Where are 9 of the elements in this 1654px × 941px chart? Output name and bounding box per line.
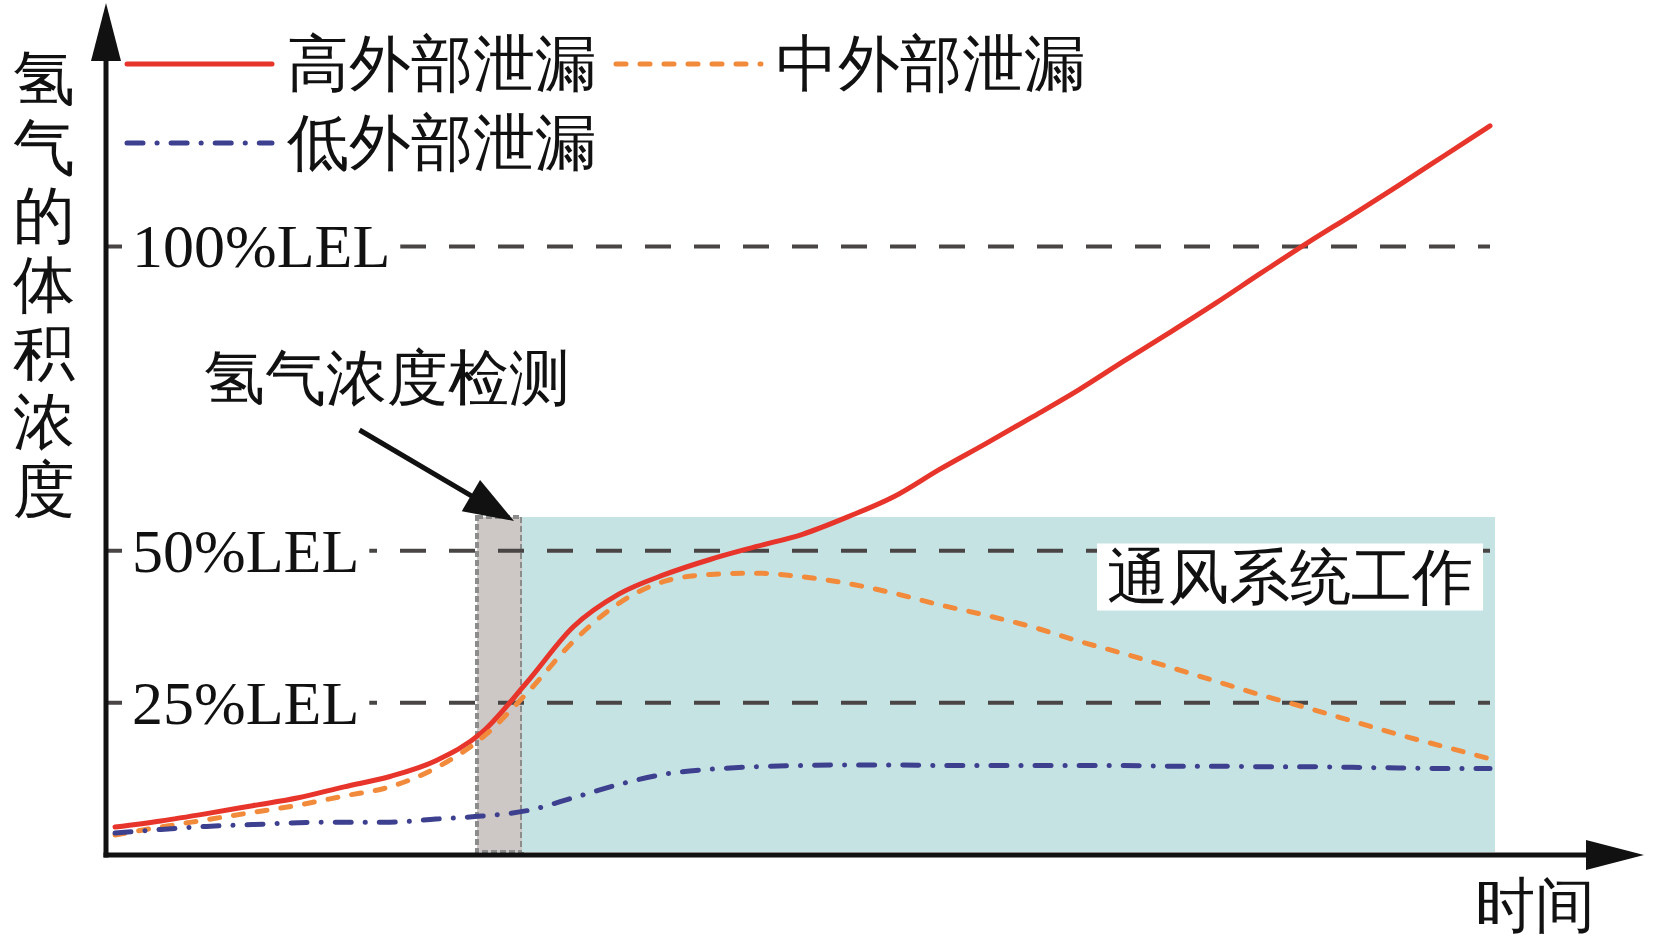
- legend-label: 低外部泄漏: [287, 109, 597, 177]
- y-tick-label: 50%LEL: [132, 516, 360, 585]
- y-tick-label: 100%LEL: [132, 212, 391, 281]
- legend-label: 中外部泄漏: [776, 30, 1086, 98]
- y-tick-label: 25%LEL: [132, 668, 360, 737]
- annotation: 氢气浓度检测: [203, 344, 570, 412]
- x-axis-title: 时间: [1475, 873, 1595, 939]
- y-axis-title: 氢气的体积浓度: [13, 45, 75, 524]
- legend-label: 高外部泄漏: [287, 30, 597, 98]
